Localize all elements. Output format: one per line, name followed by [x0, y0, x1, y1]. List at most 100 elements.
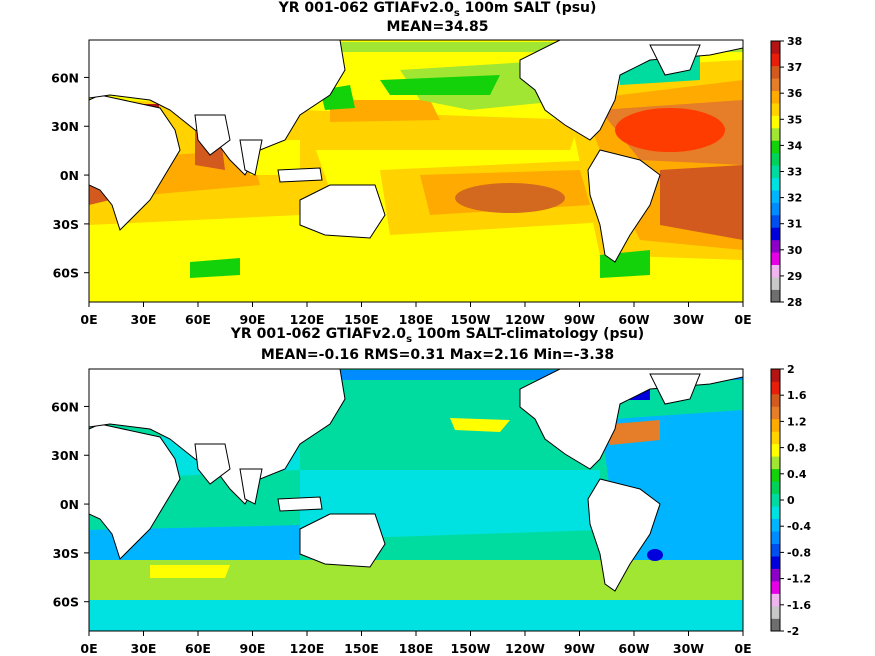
- colorbar-segment: [771, 406, 780, 420]
- africa: [89, 423, 181, 560]
- colorbar-tick-label: -1.2: [787, 573, 811, 586]
- colorbar-segment: [771, 506, 780, 520]
- colorbar-segment: [771, 115, 780, 129]
- colorbar-segment: [771, 103, 780, 116]
- colorbar-segment: [771, 140, 780, 154]
- india: [239, 139, 263, 176]
- colorbar-segment: [771, 593, 780, 607]
- arabia: [194, 114, 231, 156]
- x-tick-label: 60W: [618, 641, 649, 656]
- x-tick-label: 150W: [451, 641, 491, 656]
- colorbar-tick-label: 38: [787, 35, 802, 48]
- north-pacific-yellow: [450, 418, 510, 432]
- y-tick-label: 60N: [51, 70, 79, 85]
- colorbar-segment: [771, 581, 780, 594]
- brazil-malvinas-negative: [647, 549, 663, 561]
- x-tick-label: 0E: [734, 641, 751, 656]
- colorbar-tick-label: -1.6: [787, 599, 811, 612]
- y-tick-label: 60S: [53, 266, 79, 281]
- panel2-stats: MEAN=-0.16 RMS=0.31 Max=2.16 Min=-3.38: [260, 347, 615, 363]
- south-pacific-salinity-max: [455, 183, 565, 213]
- colorbar-segment: [771, 152, 780, 166]
- colorbar-segment: [771, 252, 780, 266]
- y-tick-label: 30N: [51, 119, 79, 134]
- x-tick-label: 90W: [564, 641, 595, 656]
- panel1-x-axis: 0E 30E 60E 90E 120E 150E 180E 150W 120W 90W 60W 30W…: [80, 302, 752, 327]
- greenland: [649, 44, 701, 76]
- colorbar-tick-label: 0: [787, 494, 795, 507]
- colorbar-segment: [771, 177, 780, 191]
- panel1-colorbar: 38 37 36 35 34 33 32 31 30 29 28: [770, 35, 803, 309]
- y-tick-label: 30S: [53, 546, 79, 561]
- maritime-continent: [277, 167, 323, 183]
- southern-ocean-positive: [89, 560, 743, 600]
- x-tick-label: 30W: [673, 641, 704, 656]
- colorbar-tick-label: 29: [787, 270, 802, 283]
- colorbar-segment: [771, 41, 780, 54]
- panel2-map: [89, 369, 743, 631]
- panel2-title: YR 001-062 GTIAFv2.0s 100m SALT-climatol…: [230, 326, 645, 345]
- x-tick-label: 120E: [290, 312, 325, 327]
- x-tick-label: 120E: [290, 641, 325, 656]
- x-tick-label: 60E: [185, 312, 211, 327]
- south-atlantic-high: [660, 165, 743, 240]
- x-tick-label: 0E: [80, 312, 97, 327]
- north-america: [519, 40, 743, 141]
- panel2-colorbar: 2 1.6 1.2 0.8 0.4 0 -0.4 -0.8 -1.2 -1.6 -2: [770, 363, 811, 638]
- x-tick-label: 90E: [240, 312, 266, 327]
- colorbar-tick-label: -0.4: [787, 520, 811, 533]
- colorbar-tick-label: 0.4: [787, 468, 807, 481]
- australia: [299, 513, 386, 568]
- maritime-continent: [277, 496, 323, 512]
- colorbar-tick-label: -2: [787, 625, 799, 638]
- colorbar-tick-label: 1.6: [787, 389, 807, 402]
- colorbar-segment: [771, 78, 780, 92]
- greenland: [649, 373, 701, 405]
- colorbar-segment: [771, 543, 780, 557]
- kuroshio-region: [330, 100, 440, 122]
- colorbar-segment: [771, 239, 780, 253]
- colorbar-segment: [771, 618, 780, 632]
- arabia: [194, 443, 231, 485]
- colorbar-segment: [771, 53, 780, 67]
- southern-ocean-fresh: [190, 258, 240, 278]
- bering-fresh: [380, 75, 500, 95]
- colorbar-segment: [771, 481, 780, 495]
- colorbar-segment: [771, 165, 780, 179]
- colorbar-segment: [771, 215, 780, 228]
- panel1-map: [89, 40, 743, 302]
- colorbar-segment: [771, 493, 780, 507]
- colorbar-tick-label: 0.8: [787, 442, 807, 455]
- colorbar-segment: [771, 468, 780, 482]
- panel2-x-axis: 0E 30E 60E 90E 120E 150E 180E 150W 120W 90W 60W 30W…: [80, 631, 752, 656]
- x-tick-label: 30W: [673, 312, 704, 327]
- colorbar-tick-label: 35: [787, 113, 802, 126]
- colorbar-segment: [771, 202, 780, 216]
- south-america: [587, 478, 661, 592]
- x-tick-label: 60W: [618, 312, 649, 327]
- colorbar-segment: [771, 381, 780, 395]
- eurasia: [89, 369, 346, 505]
- x-tick-label: 90E: [240, 641, 266, 656]
- colorbar-segment: [771, 264, 780, 278]
- y-tick-label: 60S: [53, 595, 79, 610]
- colorbar-segment: [771, 418, 780, 432]
- colorbar-segment: [771, 190, 780, 203]
- y-tick-label: 30N: [51, 448, 79, 463]
- panel1-title: YR 001-062 GTIAFv2.0s 100m SALT (psu): [278, 0, 597, 19]
- x-tick-label: 90W: [564, 312, 595, 327]
- x-tick-label: 150E: [344, 312, 379, 327]
- x-tick-label: 180E: [399, 641, 434, 656]
- x-tick-label: 120W: [505, 641, 545, 656]
- colorbar-tick-label: 34: [787, 139, 803, 152]
- australia: [299, 184, 386, 239]
- x-tick-label: 30E: [131, 641, 157, 656]
- colorbar-tick-label: 32: [787, 192, 802, 205]
- colorbar-segment: [771, 606, 780, 619]
- panel1-stats: MEAN=34.85: [386, 19, 489, 35]
- colorbar-segment: [771, 518, 780, 532]
- colorbar-tick-label: 30: [787, 244, 803, 257]
- subtropical-atlantic-max: [615, 108, 725, 152]
- y-tick-label: 0N: [60, 168, 79, 183]
